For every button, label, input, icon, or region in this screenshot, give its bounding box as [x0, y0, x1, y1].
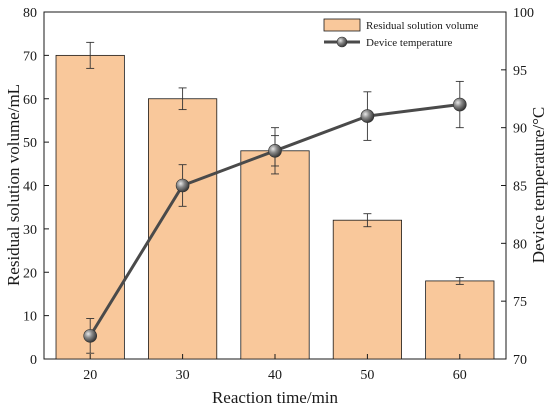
bar — [332, 219, 402, 360]
bar-error-bar — [455, 277, 464, 285]
x-tick-label: 50 — [360, 368, 374, 383]
bar — [425, 280, 495, 360]
temperature-point — [452, 97, 467, 112]
bar-error-bars — [86, 41, 464, 285]
legend-label-bar: Residual solution volume — [366, 20, 479, 32]
right-tick-label: 90 — [513, 122, 527, 137]
bar — [55, 54, 125, 360]
left-tick-label: 20 — [23, 266, 37, 281]
bar — [240, 150, 310, 360]
left-tick-label: 0 — [30, 353, 37, 368]
right-tick-label: 85 — [513, 180, 527, 195]
right-tick-label: 75 — [513, 295, 527, 310]
left-tick-label: 30 — [23, 223, 37, 238]
bar — [148, 98, 218, 360]
left-axis: 0 10 20 30 40 50 60 70 80 — [23, 6, 49, 368]
right-y-axis-title: Device temperature/°C — [529, 107, 548, 263]
line-layer — [83, 80, 467, 354]
left-tick-label: 40 — [23, 180, 37, 195]
bars-layer — [55, 54, 495, 360]
temperature-point — [268, 144, 282, 158]
bar-error-bar — [363, 213, 372, 228]
x-tick-label: 20 — [83, 368, 97, 383]
right-tick-label: 100 — [513, 6, 534, 21]
right-tick-label: 95 — [513, 64, 527, 79]
temperature-point — [175, 178, 190, 193]
x-tick-label: 40 — [268, 368, 282, 383]
right-axis: 70 75 80 85 90 95 100 — [501, 6, 534, 368]
temperature-point — [83, 329, 97, 343]
legend-swatch-marker — [336, 36, 348, 48]
bar-error-bar — [86, 41, 95, 69]
left-y-axis-title: Residual solution volume/mL — [4, 84, 23, 286]
x-tick-label: 60 — [453, 368, 467, 383]
left-tick-label: 60 — [23, 93, 37, 108]
x-tick-label: 30 — [176, 368, 190, 383]
x-axis-title: Reaction time/min — [212, 388, 339, 407]
left-tick-label: 50 — [23, 136, 37, 151]
temperature-point — [360, 109, 375, 123]
right-tick-label: 80 — [513, 237, 527, 252]
left-tick-label: 80 — [23, 6, 37, 21]
x-axis: 20 30 40 50 60 — [83, 354, 467, 383]
legend-swatch-bar — [323, 18, 361, 32]
right-tick-label: 70 — [513, 353, 527, 368]
left-tick-label: 70 — [23, 49, 37, 64]
left-tick-label: 10 — [23, 310, 37, 325]
legend: Residual solution volume Device temperat… — [323, 18, 479, 49]
legend-label-line: Device temperature — [366, 37, 453, 49]
bar-error-bar — [178, 87, 187, 111]
